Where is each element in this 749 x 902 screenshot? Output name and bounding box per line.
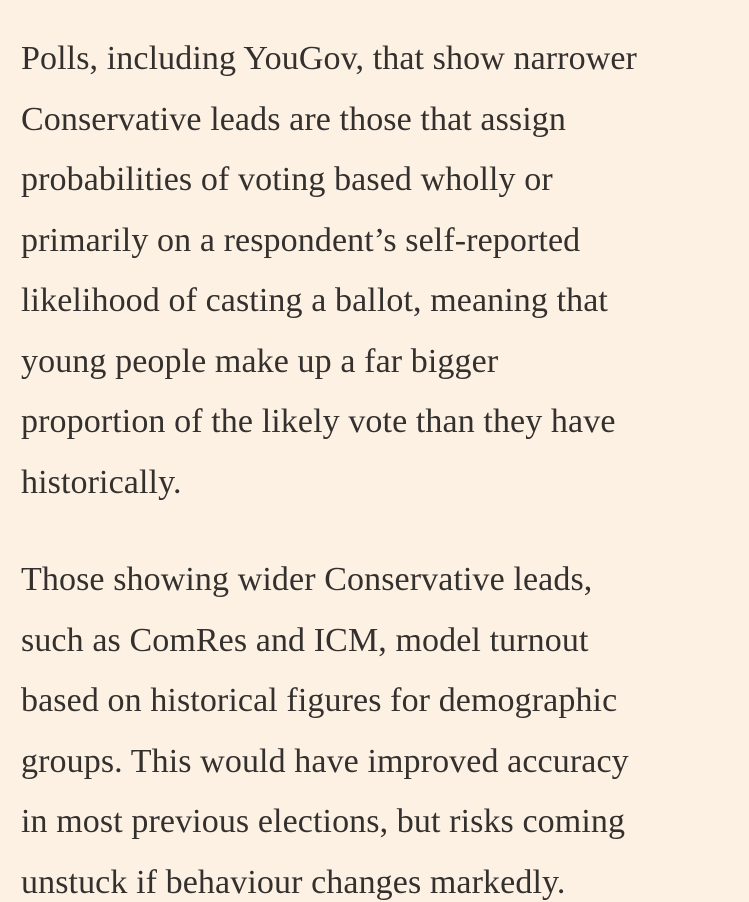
text-line: Polls, including YouGov, that show narro… <box>21 40 637 77</box>
text-line: Those showing wider Conservative leads, <box>21 561 593 598</box>
text-line: such as ComRes and ICM, model turnout <box>21 621 589 659</box>
text-line: based on historical figures for demograp… <box>21 682 618 719</box>
text-line: young people make up a far bigger <box>21 342 499 380</box>
text-line: in most previous elections, but risks co… <box>21 803 626 840</box>
text-line: historically. <box>21 463 182 501</box>
text-line: groups. This would have improved accurac… <box>21 742 629 780</box>
paragraph-polls-narrower-leads: Polls, including YouGov, that show narro… <box>21 29 749 513</box>
text-line: proportion of the likely vote than they … <box>21 403 616 440</box>
paragraph-wider-leads: Those showing wider Conservative leads, … <box>21 550 749 902</box>
text-line: Conservative leads are those that assign <box>21 100 567 138</box>
text-line: probabilities of voting based wholly or <box>21 161 553 198</box>
text-line: unstuck if behaviour changes markedly. <box>21 863 566 901</box>
text-line: primarily on a respondent’s self-reporte… <box>21 221 581 259</box>
text-line: likelihood of casting a ballot, meaning … <box>21 282 608 319</box>
